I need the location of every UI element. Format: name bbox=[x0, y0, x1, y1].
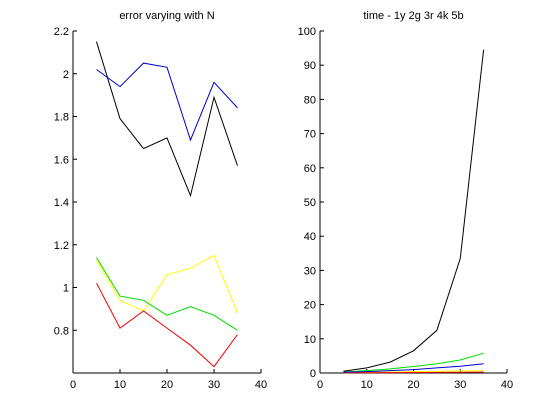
y-tick-label: 10 bbox=[304, 334, 316, 346]
y-tick-label: 60 bbox=[304, 163, 316, 175]
y-tick-label: 50 bbox=[304, 197, 316, 209]
x-tick-label: 10 bbox=[114, 379, 126, 391]
series-line-3 bbox=[343, 371, 484, 374]
x-tick-label: 0 bbox=[70, 379, 76, 391]
x-tick-label: 40 bbox=[255, 379, 267, 391]
y-tick-label: 1.4 bbox=[54, 197, 69, 209]
x-tick-label: 0 bbox=[317, 379, 323, 391]
series-line-4 bbox=[96, 257, 238, 331]
y-tick-label: 80 bbox=[304, 94, 316, 106]
x-tick-label: 30 bbox=[454, 379, 466, 391]
series-line-4 bbox=[343, 49, 485, 372]
y-tick-label: 30 bbox=[304, 265, 316, 277]
y-tick-label: 100 bbox=[298, 26, 316, 38]
series-line-3 bbox=[96, 254, 238, 314]
axes-1: error varying with N 0 10 20 30 40 0.8 1 1.2 1.4 1… bbox=[54, 10, 267, 391]
y-tick-label: 1.2 bbox=[54, 240, 69, 252]
y-tick-label: 70 bbox=[304, 129, 316, 141]
x-tick-label: 20 bbox=[161, 379, 173, 391]
y-tick-label: 2 bbox=[63, 69, 69, 81]
y-tick-label: 1 bbox=[63, 283, 69, 295]
y-tick-label: 20 bbox=[304, 300, 316, 312]
series-line-5 bbox=[343, 363, 484, 373]
y-tick-label: 1.8 bbox=[54, 112, 69, 124]
y-tick-label: 0.8 bbox=[54, 325, 69, 337]
series-line-1 bbox=[96, 62, 238, 142]
chart-title: time - 1y 2g 3r 4k 5b bbox=[363, 10, 463, 22]
y-tick-label: 40 bbox=[304, 231, 316, 243]
x-tick-label: 30 bbox=[208, 379, 220, 391]
chart-title: error varying with N bbox=[119, 10, 214, 22]
x-tick-label: 40 bbox=[501, 379, 513, 391]
series-line-5 bbox=[96, 282, 238, 368]
y-tick-label: 0 bbox=[310, 368, 316, 380]
x-tick-label: 20 bbox=[407, 379, 419, 391]
x-tick-label: 10 bbox=[361, 379, 373, 391]
y-tick-label: 90 bbox=[304, 60, 316, 72]
y-tick-label: 1.6 bbox=[54, 154, 69, 166]
series-line-2 bbox=[343, 352, 484, 373]
series-line-2 bbox=[96, 41, 238, 198]
axes-2: time - 1y 2g 3r 4k 5b 0 10 20 30 40 0 10 20 30 40 5… bbox=[298, 10, 513, 391]
y-tick-label: 2.2 bbox=[54, 26, 69, 38]
